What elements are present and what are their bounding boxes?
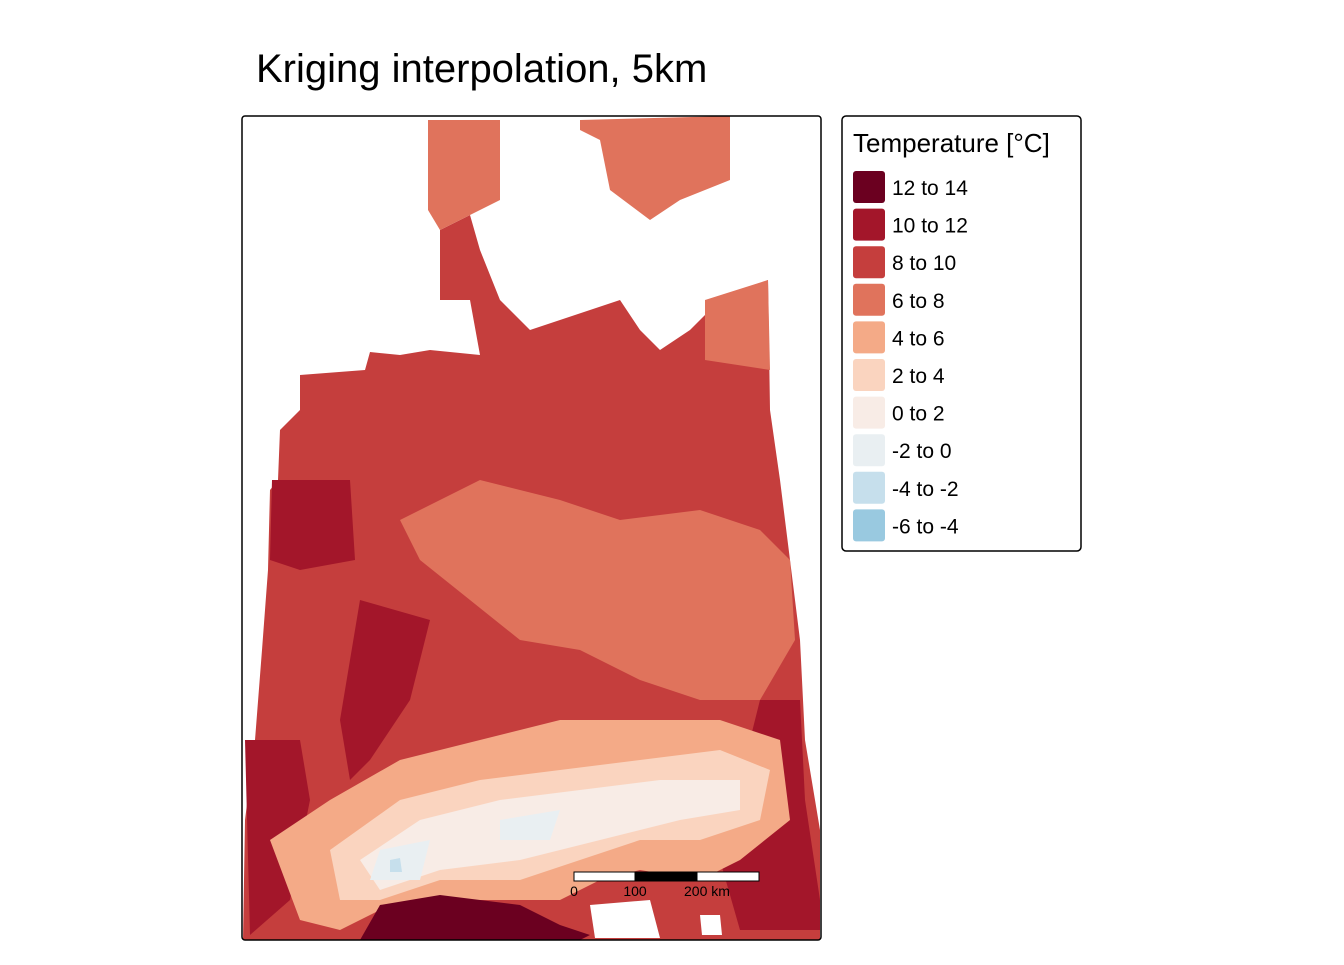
legend-swatch: [853, 283, 885, 316]
region: [580, 116, 730, 220]
legend-swatch: [853, 321, 885, 354]
scale-label: 0: [570, 883, 578, 899]
region: [270, 480, 355, 570]
legend-swatch: [853, 359, 885, 391]
legend-swatch: [853, 434, 885, 467]
map: [243, 116, 820, 940]
scale-label: 100: [623, 883, 647, 899]
legend-title: Temperature [°C]: [853, 128, 1050, 158]
legend-label: -4 to -2: [892, 478, 959, 501]
legend-label: 10 to 12: [892, 215, 968, 238]
legend-swatch: [853, 396, 885, 429]
lake: [590, 900, 660, 938]
legend: Temperature [°C] 12 to 14 10 to 12 8 to 10…: [841, 115, 1082, 552]
legend-label: -2 to 0: [892, 440, 952, 463]
legend-label: 8 to 10: [892, 252, 956, 275]
scale-segment: [696, 871, 760, 882]
region: [428, 120, 500, 230]
region: [500, 810, 560, 840]
legend-swatch: [853, 471, 885, 504]
legend-label: 4 to 6: [892, 327, 945, 350]
region: [705, 280, 770, 370]
scale-segment: [573, 871, 636, 882]
legend-swatch: [853, 246, 885, 279]
legend-swatch: [853, 509, 885, 542]
map-title: Kriging interpolation, 5km: [256, 47, 707, 91]
lake: [700, 915, 722, 935]
legend-label: 2 to 4: [892, 365, 945, 388]
legend-swatch: [853, 171, 885, 203]
scale-segment: [634, 871, 698, 882]
region: [400, 480, 795, 700]
scale-bar: 0 100 200 km: [570, 871, 760, 899]
legend-frame: [841, 115, 1082, 552]
legend-label: 12 to 14: [892, 177, 968, 200]
legend-label: 6 to 8: [892, 290, 945, 313]
region: [390, 858, 402, 872]
region: [340, 600, 430, 780]
scale-label: 200 km: [684, 883, 730, 899]
region: [360, 895, 590, 940]
legend-label: -6 to -4: [892, 515, 959, 538]
map-frame: [241, 115, 822, 941]
legend-swatch: [853, 208, 885, 241]
legend-label: 0 to 2: [892, 403, 945, 426]
